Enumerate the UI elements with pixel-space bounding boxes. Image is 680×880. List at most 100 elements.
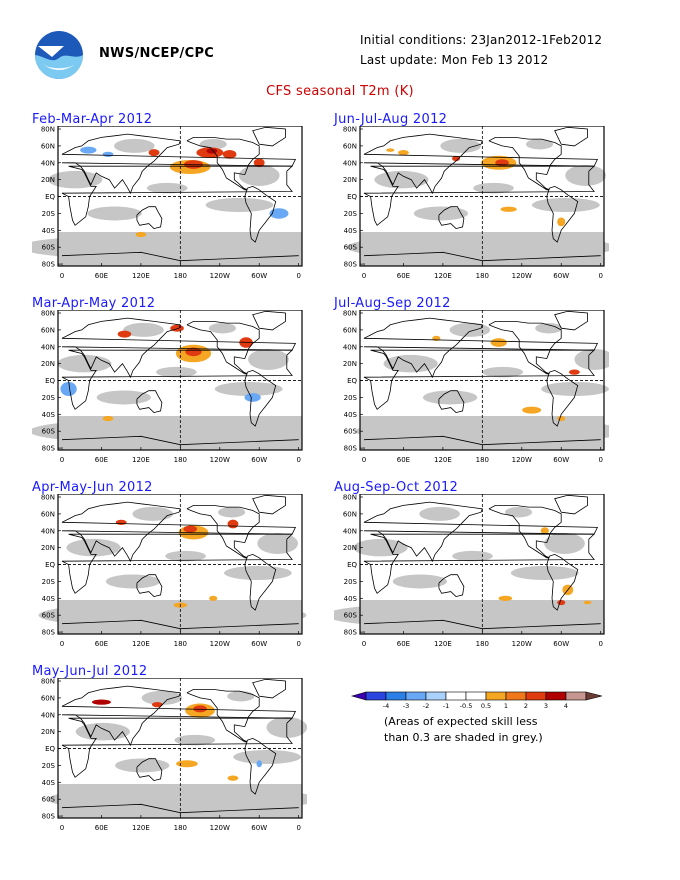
anomaly-area [583,600,592,605]
coastline [363,533,596,594]
coastline [363,349,596,410]
anomaly-area [151,702,163,708]
panel-title: Apr-May-Jun 2012 [32,480,153,495]
map-panel: Mar-Apr-May 2012 80N 60N 40N 20N EQ 20S 40S 60S 8… [32,296,303,471]
lon-label: 0 [296,272,300,280]
low-skill-region [535,322,563,334]
lat-label: 20N [343,176,357,184]
initial-conditions: Initial conditions: 23Jan2012-1Feb2012 [360,33,603,47]
lat-label: 40N [41,343,55,351]
legend-note-line1: (Areas of expected skill less [384,715,538,728]
lon-label: 60W [553,640,569,648]
anomaly-area [102,151,114,157]
low-skill-region [132,506,174,521]
coastline [554,310,588,331]
legend-note-line2: than 0.3 are shaded in grey.) [384,731,543,744]
lat-label: 80N [41,494,55,502]
lat-label: 80S [42,445,56,453]
lat-label: 80S [344,629,358,637]
low-skill-region [38,604,202,626]
lon-label: 60E [95,640,108,648]
low-skill-region [392,574,447,589]
lat-label: 60S [42,244,56,252]
legend-tick-label: -1 [443,702,449,710]
lon-label: 120E [132,456,150,464]
lon-label: 180 [174,456,187,464]
anomaly-area [176,760,198,768]
coastline [363,435,601,446]
map-panel: Feb-Mar-Apr 2012 80N 60N 40N 20N EQ 20S 40S 60S 8… [32,112,303,287]
lon-label: 60W [553,456,569,464]
legend-tick-label: -3 [403,702,409,710]
lat-label: 80N [41,126,55,134]
anomaly-area [398,150,409,156]
lon-label: 0 [362,456,366,464]
lon-label: 180 [476,640,489,648]
noaa-logo [35,31,83,79]
anomaly-area [253,158,265,168]
coastline [546,185,579,243]
coastline [136,206,163,230]
lon-label: 120W [512,456,532,464]
coastline [554,494,588,515]
legend-swatch [465,691,487,701]
legend-swatch [545,691,567,701]
anomaly-area [557,415,566,422]
lon-label: 60E [397,456,410,464]
coastline [488,137,562,191]
lon-label: 0 [60,272,64,280]
panel-title: Mar-Apr-May 2012 [32,296,156,311]
lat-label: 80N [343,126,357,134]
lat-label: 40N [343,343,357,351]
anomaly-area [269,208,289,219]
lon-label: 0 [598,272,602,280]
anomaly-area [557,599,566,606]
last-update: Last update: Mon Feb 13 2012 [360,53,549,67]
lat-label: 20S [42,394,56,402]
lat-label: 60N [41,510,55,518]
low-skill-region [473,182,514,194]
lon-label: 0 [362,272,366,280]
anomaly-area [185,347,202,357]
map-plot: 80N 60N 40N 20N EQ 20S 40S 60S 80S 0 60E 120E 180 120… [343,310,609,464]
low-skill-region [214,381,283,396]
legend-tick-label: -2 [423,702,429,710]
coastline [363,165,596,226]
low-skill-region [531,197,600,212]
lon-label: 180 [174,640,187,648]
coastline [363,619,601,630]
low-skill-region [115,758,170,773]
coastline [61,165,294,226]
low-skill-region [123,322,164,337]
anomaly-area [170,324,184,332]
lon-label: 0 [296,824,300,832]
panel-title: Jul-Aug-Sep 2012 [334,296,451,311]
lat-label: 20S [344,210,358,218]
coastline [186,689,260,743]
legend-swatch [365,691,387,701]
lon-label: 0 [296,456,300,464]
low-skill-region [218,506,246,518]
legend-tick-label: 1 [504,702,508,710]
anomaly-area [451,155,461,162]
legend-tick-label: -4 [383,702,389,710]
map-plot: 80N 60N 40N 20N EQ 20S 40S 60S 80S 0 60E 120E 180 120… [38,494,307,648]
lon-label: 60W [251,824,267,832]
lat-label: 20N [41,728,55,736]
low-skill-region [525,138,554,150]
lat-label: 80S [42,813,56,821]
lon-label: 120W [210,272,230,280]
legend-swatch [485,691,507,701]
lon-label: 120E [132,640,150,648]
lat-label: 40S [344,227,358,235]
map-panel: Apr-May-Jun 2012 80N 60N 40N 20N EQ 20S 40S 60S 8… [32,480,307,655]
low-skill-region [504,506,533,518]
lat-label: 60N [41,694,55,702]
low-skill-region [224,565,292,580]
lon-label: 60W [251,456,267,464]
lon-label: 180 [476,272,489,280]
panel-title: Jun-Jul-Aug 2012 [334,112,448,127]
lat-label: 20N [41,544,55,552]
low-skill-region [482,366,524,378]
panel-title: Aug-Sep-Oct 2012 [334,480,459,495]
